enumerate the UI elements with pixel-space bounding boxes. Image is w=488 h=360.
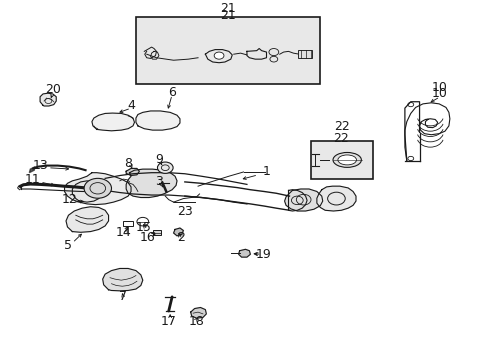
Polygon shape	[126, 168, 139, 176]
Text: 22: 22	[333, 132, 348, 145]
Text: 20: 20	[45, 83, 61, 96]
Text: 7: 7	[119, 291, 127, 303]
Polygon shape	[126, 169, 177, 198]
Polygon shape	[136, 111, 180, 130]
Polygon shape	[173, 228, 183, 236]
Polygon shape	[92, 113, 134, 131]
Text: 19: 19	[255, 248, 270, 261]
Bar	[310, 141, 372, 179]
Bar	[123, 221, 133, 226]
Polygon shape	[102, 269, 142, 291]
Polygon shape	[40, 93, 56, 106]
Text: 9: 9	[155, 153, 163, 166]
Bar	[136, 17, 320, 84]
Text: 4: 4	[127, 99, 135, 112]
Polygon shape	[288, 190, 306, 211]
Text: 14: 14	[115, 226, 131, 239]
Polygon shape	[205, 50, 232, 63]
Circle shape	[84, 178, 111, 198]
Text: 21: 21	[220, 9, 235, 22]
Text: 6: 6	[168, 86, 176, 99]
Polygon shape	[29, 167, 35, 173]
Text: 2: 2	[177, 231, 184, 244]
Text: 1: 1	[262, 165, 270, 178]
Ellipse shape	[332, 153, 361, 167]
Text: 22: 22	[333, 120, 349, 133]
Polygon shape	[64, 173, 131, 204]
Ellipse shape	[337, 155, 356, 165]
Bar	[298, 50, 311, 58]
Text: 13: 13	[32, 159, 48, 172]
Text: 10: 10	[431, 87, 447, 100]
Text: 16: 16	[140, 231, 155, 244]
Circle shape	[157, 162, 173, 174]
Polygon shape	[316, 186, 355, 211]
Polygon shape	[190, 307, 206, 318]
Circle shape	[214, 52, 224, 59]
Text: 15: 15	[135, 221, 151, 234]
Text: 8: 8	[124, 157, 132, 170]
Text: 10: 10	[431, 81, 447, 94]
Polygon shape	[246, 49, 266, 59]
Text: 3: 3	[155, 175, 163, 188]
Text: 21: 21	[220, 2, 235, 15]
Text: 12: 12	[61, 193, 77, 206]
Polygon shape	[238, 249, 250, 257]
Bar	[152, 230, 161, 235]
Text: 17: 17	[161, 315, 176, 328]
Polygon shape	[72, 181, 102, 202]
Polygon shape	[284, 189, 322, 211]
Text: 23: 23	[177, 204, 192, 217]
Text: 11: 11	[24, 173, 40, 186]
Polygon shape	[66, 207, 108, 232]
Text: 18: 18	[188, 315, 204, 328]
Text: 5: 5	[64, 239, 72, 252]
